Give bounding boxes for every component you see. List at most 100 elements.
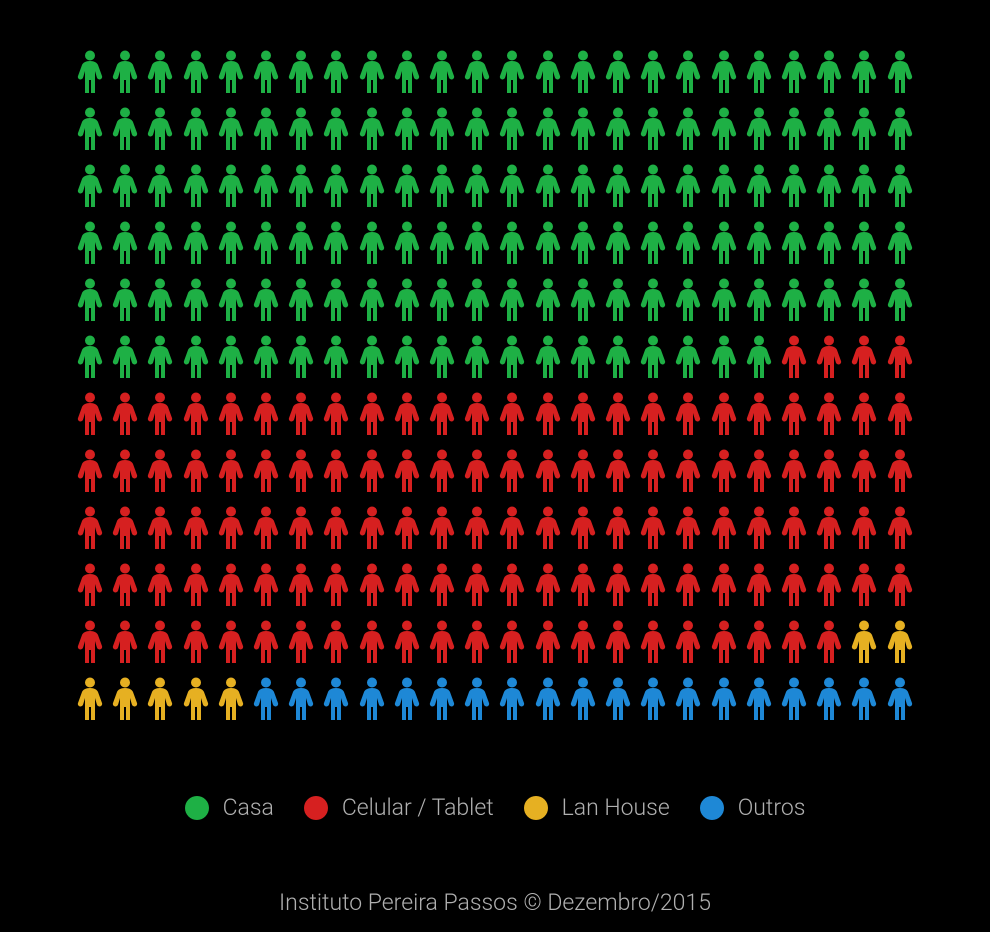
person-icon — [674, 449, 702, 493]
person-icon — [287, 107, 315, 151]
person-icon — [674, 335, 702, 379]
person-icon — [182, 50, 210, 94]
person-icon — [534, 449, 562, 493]
legend-label-casa: Casa — [223, 794, 274, 821]
person-icon — [463, 449, 491, 493]
person-icon — [182, 221, 210, 265]
person-icon — [217, 221, 245, 265]
person-icon — [886, 449, 914, 493]
person-icon — [393, 164, 421, 208]
person-icon — [428, 335, 456, 379]
person-icon — [498, 107, 526, 151]
person-icon — [358, 164, 386, 208]
person-icon — [745, 107, 773, 151]
person-icon — [182, 563, 210, 607]
person-icon — [534, 164, 562, 208]
person-icon — [780, 164, 808, 208]
person-icon — [393, 392, 421, 436]
person-icon — [850, 221, 878, 265]
person-icon — [780, 677, 808, 721]
person-icon — [76, 392, 104, 436]
person-icon — [393, 563, 421, 607]
person-icon — [217, 563, 245, 607]
person-icon — [710, 221, 738, 265]
person-icon — [217, 449, 245, 493]
person-icon — [146, 107, 174, 151]
pictogram-row — [76, 677, 914, 721]
person-icon — [428, 50, 456, 94]
pictogram-row — [76, 506, 914, 550]
person-icon — [569, 164, 597, 208]
person-icon — [393, 50, 421, 94]
person-icon — [393, 506, 421, 550]
person-icon — [780, 278, 808, 322]
person-icon — [428, 506, 456, 550]
person-icon — [393, 335, 421, 379]
pictogram-row — [76, 107, 914, 151]
person-icon — [745, 449, 773, 493]
person-icon — [182, 335, 210, 379]
person-icon — [639, 506, 667, 550]
person-icon — [252, 449, 280, 493]
person-icon — [111, 449, 139, 493]
person-icon — [428, 620, 456, 664]
person-icon — [674, 506, 702, 550]
person-icon — [463, 221, 491, 265]
person-icon — [182, 506, 210, 550]
person-icon — [76, 449, 104, 493]
person-icon — [815, 335, 843, 379]
person-icon — [111, 677, 139, 721]
person-icon — [287, 392, 315, 436]
pictogram-row — [76, 449, 914, 493]
person-icon — [463, 278, 491, 322]
person-icon — [358, 449, 386, 493]
person-icon — [639, 278, 667, 322]
person-icon — [886, 278, 914, 322]
person-icon — [217, 164, 245, 208]
person-icon — [569, 563, 597, 607]
person-icon — [604, 620, 632, 664]
person-icon — [745, 221, 773, 265]
person-icon — [745, 164, 773, 208]
person-icon — [322, 620, 350, 664]
person-icon — [252, 278, 280, 322]
person-icon — [252, 221, 280, 265]
person-icon — [604, 335, 632, 379]
person-icon — [850, 620, 878, 664]
legend-label-outros: Outros — [738, 794, 806, 821]
person-icon — [780, 50, 808, 94]
person-icon — [780, 107, 808, 151]
person-icon — [428, 563, 456, 607]
person-icon — [322, 221, 350, 265]
person-icon — [252, 50, 280, 94]
person-icon — [146, 620, 174, 664]
person-icon — [287, 278, 315, 322]
person-icon — [674, 164, 702, 208]
person-icon — [146, 335, 174, 379]
person-icon — [322, 563, 350, 607]
person-icon — [710, 506, 738, 550]
person-icon — [710, 335, 738, 379]
person-icon — [710, 563, 738, 607]
person-icon — [287, 620, 315, 664]
person-icon — [146, 50, 174, 94]
person-icon — [463, 50, 491, 94]
person-icon — [358, 335, 386, 379]
person-icon — [780, 449, 808, 493]
person-icon — [498, 620, 526, 664]
person-icon — [463, 392, 491, 436]
person-icon — [815, 677, 843, 721]
person-icon — [182, 107, 210, 151]
pictogram-row — [76, 563, 914, 607]
person-icon — [146, 449, 174, 493]
person-icon — [604, 392, 632, 436]
person-icon — [287, 335, 315, 379]
person-icon — [322, 677, 350, 721]
person-icon — [217, 335, 245, 379]
person-icon — [780, 335, 808, 379]
person-icon — [428, 278, 456, 322]
legend-swatch-casa — [185, 796, 209, 820]
person-icon — [252, 677, 280, 721]
person-icon — [639, 107, 667, 151]
person-icon — [674, 278, 702, 322]
